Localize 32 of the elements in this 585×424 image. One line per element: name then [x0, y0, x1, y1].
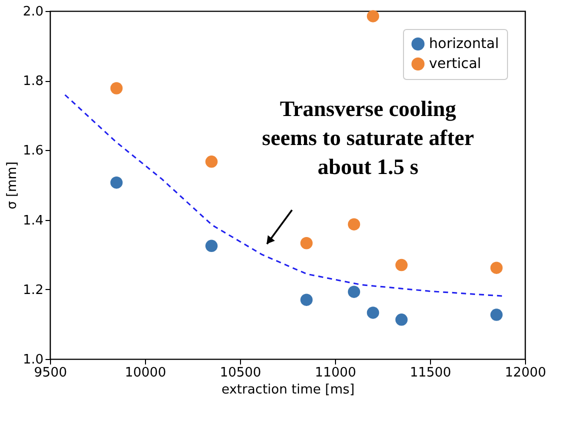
y-tick-label: 2.0: [22, 4, 44, 20]
x-tick-label: 11000: [314, 366, 356, 380]
legend-label: vertical: [429, 56, 482, 72]
point: [395, 258, 408, 272]
point: [366, 306, 380, 319]
point: [490, 262, 503, 274]
point: [395, 314, 408, 326]
x-tick-label: 9500: [34, 366, 68, 380]
x-tick-label: 10500: [220, 366, 262, 380]
point: [110, 82, 123, 94]
x-tick-label: 11500: [410, 366, 452, 380]
point: [348, 286, 360, 298]
legend-label: horizontal: [429, 36, 499, 52]
y-tick-label: 1.0: [22, 352, 44, 368]
y-tick-label: 1.2: [22, 282, 44, 298]
x-tick-label: 12000: [504, 366, 546, 380]
x-tick-label: 10000: [124, 366, 166, 380]
point: [110, 176, 123, 189]
x-axis-title: extraction time [ms]: [221, 382, 355, 398]
point: [300, 237, 313, 250]
y-tick-label: 1.6: [22, 144, 44, 159]
point: [348, 218, 360, 230]
point: [490, 308, 503, 321]
point: [300, 294, 313, 306]
line-series: [64, 94, 503, 297]
y-tick-label: 1.4: [22, 213, 44, 228]
point: [205, 240, 218, 252]
y-axis-title: σ [mm]: [4, 162, 20, 210]
y-tick-label: 1.8: [22, 74, 44, 90]
point: [366, 10, 380, 22]
point: [205, 156, 218, 168]
annotation: Transverse cooling seems to saturate after about 1.5 s: [262, 96, 474, 179]
